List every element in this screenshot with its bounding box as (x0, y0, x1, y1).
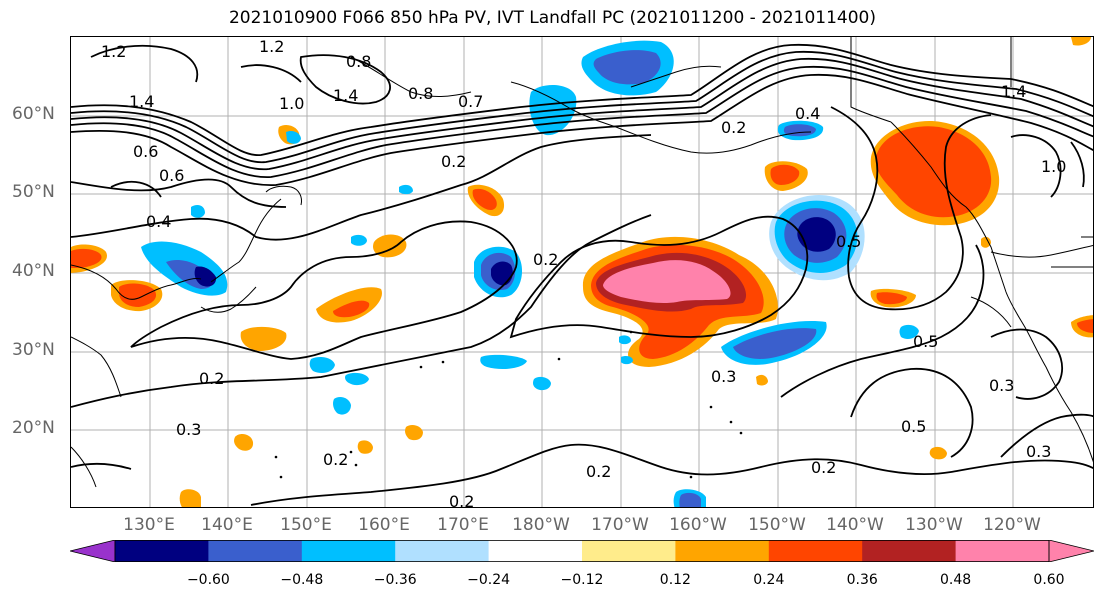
colorbar-tick-label: 0.60 (1033, 572, 1065, 588)
colorbar-border (114, 540, 1050, 562)
colorbar-bin (862, 540, 957, 562)
contour-label: 0.2 (323, 450, 348, 469)
lon-label: 170°W (591, 515, 649, 535)
colorbar-bin (208, 540, 303, 562)
colorbar-tick-label: −0.12 (560, 572, 604, 588)
coastlines (71, 37, 1093, 488)
shading-negative (141, 40, 919, 507)
lon-label: 160°W (669, 515, 727, 535)
contour-label: 0.2 (199, 369, 224, 388)
contour-label: 1.2 (101, 42, 126, 61)
contour-label: 0.2 (811, 458, 836, 477)
contour-label: 0.2 (721, 118, 746, 137)
contour-label: 0.2 (441, 152, 466, 171)
colorbar-extend-high (1048, 540, 1094, 562)
contour-label: 0.2 (533, 250, 558, 269)
colorbar-bin (955, 540, 1050, 562)
lon-label: 130°E (123, 515, 175, 535)
lon-label: 130°W (905, 515, 963, 535)
lon-label: 140°E (201, 515, 253, 535)
map-canvas: 1.2 1.2 0.8 1.4 1.0 1.4 0.8 0.7 0.6 0.6 … (71, 37, 1093, 508)
contour-label: 0.4 (795, 104, 820, 123)
colorbar-bin (675, 540, 770, 562)
lon-label: 170°E (437, 515, 489, 535)
contour-label: 0.7 (458, 92, 483, 111)
contour-label: 0.8 (346, 52, 371, 71)
colorbar-tick-label: 0.48 (940, 572, 972, 588)
contour-label: 0.5 (836, 232, 861, 251)
map-title: 2021010900 F066 850 hPa PV, IVT Landfall… (228, 8, 876, 28)
pv-contours (71, 43, 1093, 506)
shading-positive (71, 37, 1093, 507)
colorbar-tick-label: 0.12 (659, 572, 691, 588)
contour-label: 0.6 (159, 166, 184, 185)
colorbar-bin (768, 540, 863, 562)
colorbar-bin (488, 540, 583, 562)
lon-label: 120°W (983, 515, 1041, 535)
contour-label: 1.2 (259, 37, 284, 56)
colorbar-extend-low (70, 540, 116, 562)
contour-label: 0.6 (133, 142, 158, 161)
colorbar-tick-label: −0.60 (186, 572, 230, 588)
lat-label: 50°N (12, 182, 55, 202)
contour-label: 0.3 (176, 420, 201, 439)
contour-label: 0.8 (408, 84, 433, 103)
contour-label: 1.0 (1041, 157, 1066, 176)
lat-label: 30°N (12, 340, 55, 360)
lat-label: 20°N (12, 418, 55, 438)
colorbar-tick-label: −0.24 (467, 572, 511, 588)
lon-label: 150°E (280, 515, 332, 535)
colorbar-tick-label: 0.24 (753, 572, 785, 588)
contour-label: 1.4 (333, 86, 358, 105)
contour-label: 1.0 (279, 94, 304, 113)
contour-label: 0.4 (146, 212, 171, 231)
colorbar-tick-label: −0.36 (373, 572, 417, 588)
contour-label: 1.4 (129, 92, 154, 111)
colorbar-segments (70, 540, 1094, 562)
lat-label: 40°N (12, 261, 55, 281)
map-plot-area: 1.2 1.2 0.8 1.4 1.0 1.4 0.8 0.7 0.6 0.6 … (70, 36, 1094, 508)
contour-label: 0.3 (989, 376, 1014, 395)
lon-label: 180°W (512, 515, 570, 535)
contour-label: 0.5 (913, 332, 938, 351)
colorbar-bin (395, 540, 490, 562)
contour-label-group: 1.2 1.2 0.8 1.4 1.0 1.4 0.8 0.7 0.6 0.6 … (101, 37, 1066, 508)
lat-label: 60°N (12, 104, 55, 124)
colorbar (70, 540, 1094, 562)
colorbar-bin (301, 540, 396, 562)
islands (274, 330, 743, 479)
colorbar-tick-label: 0.36 (846, 572, 878, 588)
contour-label: 0.3 (1026, 442, 1051, 461)
lon-label: 160°E (358, 515, 410, 535)
contour-label: 0.5 (901, 417, 926, 436)
lon-label: 140°W (826, 515, 884, 535)
contour-label: 0.3 (711, 367, 736, 386)
lon-label: 150°W (748, 515, 806, 535)
colorbar-tick-label: −0.48 (280, 572, 324, 588)
contour-label: 1.4 (1001, 82, 1026, 101)
colorbar-bin (582, 540, 676, 562)
contour-label: 0.2 (586, 462, 611, 481)
colorbar-bin (115, 540, 209, 562)
contour-label: 0.2 (449, 492, 474, 508)
